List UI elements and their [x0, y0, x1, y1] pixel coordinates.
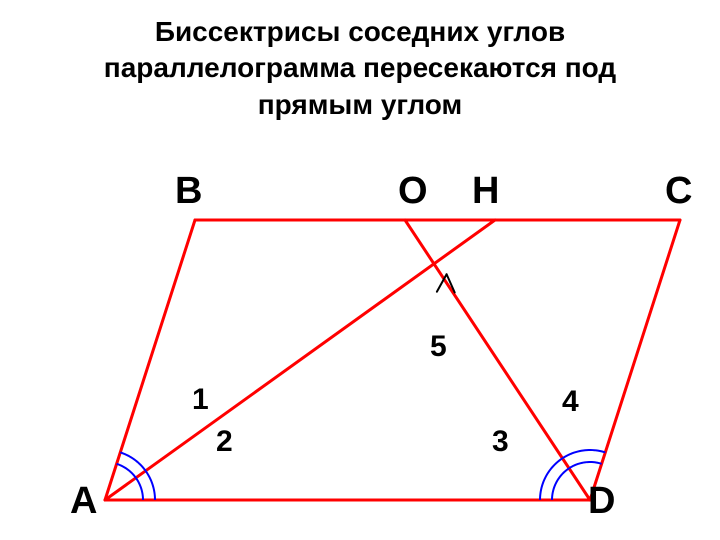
angle-label-4: 4 [562, 385, 579, 419]
vertex-label-B: B [175, 170, 202, 213]
vertex-label-A: A [70, 480, 97, 523]
slide-container: Биссектрисы соседних углов параллелограм… [0, 0, 720, 540]
vertex-label-O: O [398, 170, 428, 213]
geometry-svg [0, 0, 720, 540]
angle-label-3: 3 [492, 425, 509, 459]
vertex-label-H: H [472, 170, 499, 213]
vertex-label-D: D [588, 480, 615, 523]
angle-label-5: 5 [430, 330, 447, 364]
angle-label-1: 1 [192, 383, 209, 417]
vertex-label-C: C [665, 170, 692, 213]
angle-label-2: 2 [216, 425, 233, 459]
